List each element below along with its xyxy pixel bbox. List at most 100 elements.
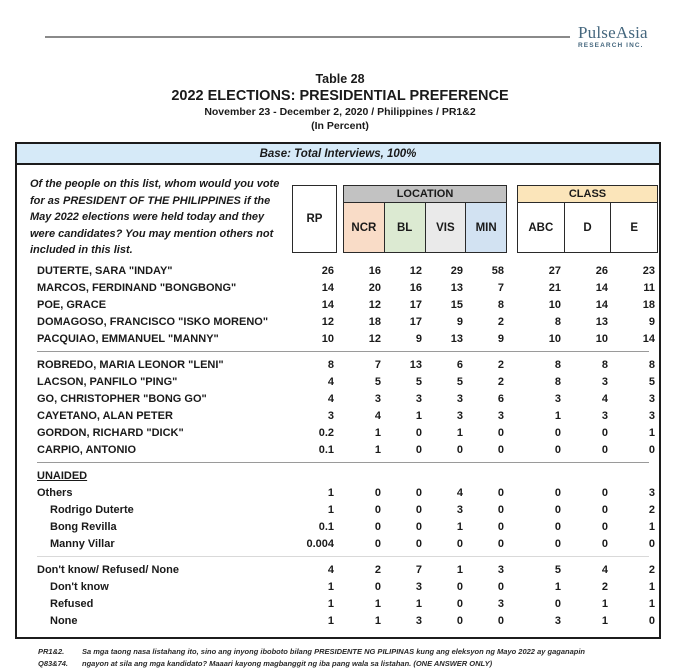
column-vis: VIS — [425, 203, 467, 253]
cell-value: 8 — [554, 358, 561, 371]
cell-value: 0 — [601, 520, 608, 533]
cell-value: 0 — [554, 503, 561, 516]
cell-value: 10 — [548, 298, 561, 311]
table-row: DUTERTE, SARA "INDAY" 26 16 12 29 58 27 26 23 — [17, 262, 659, 279]
cell-value: 13 — [595, 315, 608, 328]
column-abc: ABC — [518, 203, 565, 253]
cell-value: 4 — [601, 563, 608, 576]
table-row: MARCOS, FERDINAND "BONGBONG" 14 20 16 13 7 21 1… — [17, 279, 659, 296]
cell-value: 0 — [456, 614, 463, 627]
cell-value: 3 — [497, 409, 504, 422]
row-label: Manny Villar — [50, 537, 115, 550]
cell-value: 18 — [642, 298, 655, 311]
row-label: None — [50, 614, 78, 627]
cell-value: 16 — [368, 264, 381, 277]
cell-value: 23 — [642, 264, 655, 277]
logo-wordmark: PulseAsia — [578, 23, 648, 42]
cell-value: 9 — [456, 315, 463, 328]
table-row: Don't know 1 0 3 0 0 1 2 1 — [17, 578, 659, 595]
column-ncr: NCR — [344, 203, 385, 253]
location-group-header: LOCATION — [344, 186, 506, 204]
cell-value: 3 — [601, 375, 608, 388]
cell-value: 5 — [415, 375, 422, 388]
cell-value: 1 — [374, 426, 381, 439]
cell-value: 0 — [456, 580, 463, 593]
cell-value: 5 — [554, 563, 561, 576]
cell-value: 0 — [554, 426, 561, 439]
cell-value: 1 — [415, 409, 422, 422]
row-label: Don't know/ Refused/ None — [37, 563, 179, 576]
cell-value: 0.1 — [318, 520, 334, 533]
cell-value: 0 — [415, 426, 422, 439]
table-row: Others 1 0 0 4 0 0 0 3 — [17, 484, 659, 501]
cell-value: 0 — [554, 443, 561, 456]
cell-value: 2 — [648, 503, 655, 516]
results-table: Base: Total Interviews, 100% Of the peop… — [15, 142, 661, 640]
cell-value: 3 — [456, 503, 463, 516]
cell-value: 20 — [368, 281, 381, 294]
table-row: ROBREDO, MARIA LEONOR "LENI" 8 7 13 6 2 8 8 8 — [17, 356, 659, 373]
cell-value: 0 — [456, 537, 463, 550]
table-row: Rodrigo Duterte 1 0 0 3 0 0 0 2 — [17, 501, 659, 518]
cell-value: 1 — [415, 597, 422, 610]
cell-value: 3 — [554, 392, 561, 405]
cell-value: 0 — [497, 520, 504, 533]
table-rows: DUTERTE, SARA "INDAY" 26 16 12 29 58 27 26 23 MAR… — [17, 258, 659, 637]
cell-value: 11 — [643, 281, 655, 294]
cell-value: 3 — [415, 580, 422, 593]
table-row: GORDON, RICHARD "DICK" 0.2 1 0 1 0 0 0 1 — [17, 424, 659, 441]
table-row: GO, CHRISTOPHER "BONG GO" 4 3 3 3 6 3 4 3 — [17, 390, 659, 407]
cell-value: 0 — [456, 597, 463, 610]
cell-value: 8 — [554, 375, 561, 388]
cell-value: 14 — [642, 332, 655, 345]
footnote-label: Q83&74. — [38, 658, 69, 668]
table-row: None 1 1 3 0 0 3 1 0 — [17, 612, 659, 629]
cell-value: 8 — [327, 358, 334, 371]
cell-value: 0 — [648, 614, 655, 627]
column-min: MIN — [466, 203, 506, 253]
cell-value: 27 — [548, 264, 561, 277]
cell-value: 17 — [409, 298, 422, 311]
cell-value: 0 — [554, 486, 561, 499]
cell-value: 1 — [327, 580, 334, 593]
cell-value: 14 — [321, 281, 334, 294]
row-label: ROBREDO, MARIA LEONOR "LENI" — [37, 358, 224, 371]
cell-value: 0 — [554, 537, 561, 550]
cell-value: 8 — [554, 315, 561, 328]
cell-value: 0 — [374, 486, 381, 499]
table-row: PACQUIAO, EMMANUEL "MANNY" 10 12 9 13 9 10 10 14 — [17, 330, 659, 347]
row-label: GO, CHRISTOPHER "BONG GO" — [37, 392, 207, 405]
cell-value: 13 — [409, 358, 422, 371]
row-label: Rodrigo Duterte — [50, 503, 134, 516]
table-row: CAYETANO, ALAN PETER 3 4 1 3 3 1 3 3 — [17, 407, 659, 424]
cell-value: 21 — [548, 281, 561, 294]
cell-value: 1 — [327, 486, 334, 499]
cell-value: 17 — [409, 315, 422, 328]
pulseasia-logo: PulseAsia RESEARCH INC. — [578, 24, 664, 49]
cell-value: 2 — [497, 358, 504, 371]
cell-value: 0 — [601, 537, 608, 550]
cell-value: 14 — [595, 281, 608, 294]
cell-value: 12 — [368, 332, 381, 345]
cell-value: 3 — [497, 563, 504, 576]
cell-value: 0 — [497, 486, 504, 499]
row-label: MARCOS, FERDINAND "BONGBONG" — [37, 281, 237, 294]
survey-question: Of the people on this list, whom would y… — [30, 178, 280, 257]
row-label: POE, GRACE — [37, 298, 107, 311]
cell-value: 3 — [648, 392, 655, 405]
row-label: Bong Revilla — [50, 520, 117, 533]
class-columns: ABC D E — [518, 203, 657, 253]
cell-value: 0.1 — [318, 443, 334, 456]
cell-value: 1 — [456, 426, 463, 439]
cell-value: 3 — [497, 597, 504, 610]
cell-value: 2 — [374, 563, 381, 576]
cell-value: 3 — [327, 409, 334, 422]
table-row: LACSON, PANFILO "PING" 4 5 5 5 2 8 3 5 — [17, 373, 659, 390]
cell-value: 3 — [456, 392, 463, 405]
cell-value: 1 — [327, 503, 334, 516]
table-row: Don't know/ Refused/ None 4 2 7 1 3 5 4 2 — [17, 561, 659, 578]
cell-value: 4 — [601, 392, 608, 405]
cell-value: 9 — [648, 315, 655, 328]
column-d: D — [565, 203, 612, 253]
